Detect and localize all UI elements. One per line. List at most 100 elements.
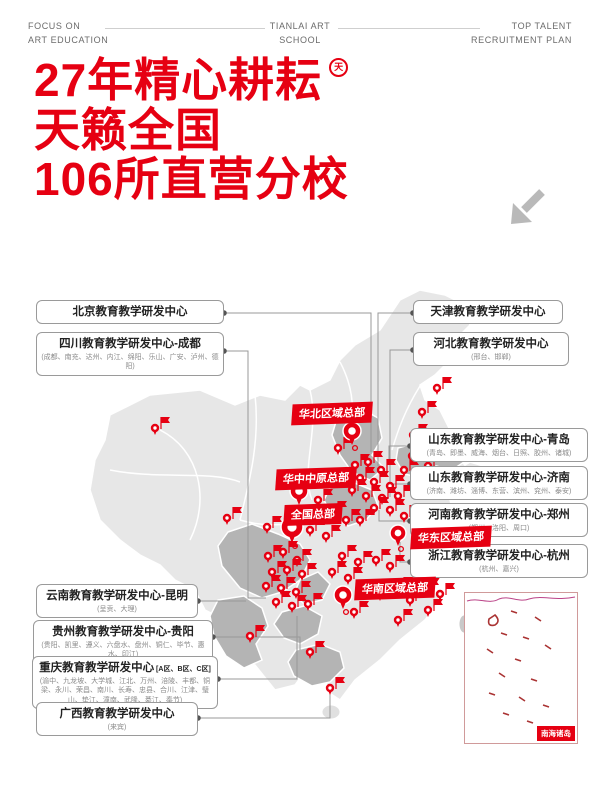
center-title: 重庆教育教学研发中心 [A区、B区、C区] xyxy=(39,662,211,674)
map-flag-icon xyxy=(303,593,323,611)
center-title: 广西教育教学研发中心 xyxy=(59,708,175,720)
center-title-suffix: [A区、B区、C区] xyxy=(154,666,211,673)
center-title: 浙江教育教学研发中心-杭州 xyxy=(428,550,570,562)
map-flag-icon xyxy=(325,677,345,695)
map-flag-icon xyxy=(261,575,281,593)
center-cities: (渝中、九龙坡、大学城、江北、万州、涪陵、丰都、铜梁、永川、荣昌、南川、长寿、忠… xyxy=(39,677,211,704)
title-line2: 天籁全国 xyxy=(34,103,222,156)
connector-line xyxy=(198,694,331,719)
header-right-line2: RECRUITMENT PLAN xyxy=(471,34,572,45)
map-flag-icon xyxy=(371,549,391,567)
map-flag-icon xyxy=(297,563,317,581)
center-title: 云南教育教学研发中心-昆明 xyxy=(46,590,188,602)
map-flag-icon xyxy=(355,509,375,527)
map-flag-icon xyxy=(341,509,361,527)
center-label-box: 云南教育教学研发中心-昆明 (呈贡、大理) xyxy=(36,584,198,619)
map-flag-icon xyxy=(327,561,347,579)
map-flag-icon xyxy=(423,599,443,617)
map-flag-icon xyxy=(222,507,242,525)
center-label-box: 天津教育教学研发中心 xyxy=(413,300,563,324)
region-badge: 全国总部 xyxy=(283,502,343,527)
connector-line xyxy=(377,312,413,466)
map-flag-icon xyxy=(262,516,282,534)
map-flag-icon xyxy=(393,609,413,627)
header-divider-left xyxy=(105,28,265,29)
center-cities: (邢台、邯郸) xyxy=(471,353,511,361)
map-flag-icon xyxy=(417,401,437,419)
inset-islands xyxy=(466,596,576,724)
map-flag-icon xyxy=(363,451,383,469)
connector-line xyxy=(218,616,298,680)
map-flag-icon xyxy=(245,625,265,643)
center-label-box: 重庆教育教学研发中心 [A区、B区、C区] (渝中、九龙坡、大学城、江北、万州、涪… xyxy=(32,656,218,710)
map-flag-icon xyxy=(435,583,455,601)
center-label-box: 北京教育教学研发中心 xyxy=(36,300,224,324)
map-flag-icon xyxy=(267,561,287,579)
header-center-line1: TIANLAI ART xyxy=(269,21,331,31)
center-title: 山东教育教学研发中心-济南 xyxy=(428,472,570,484)
map-flag-icon xyxy=(321,525,341,543)
inset-label: 南海诸岛 xyxy=(537,726,575,741)
center-title: 河北教育教学研发中心 xyxy=(433,338,549,350)
connector-line xyxy=(378,510,410,522)
connector-line xyxy=(399,542,410,563)
map-flag-icon xyxy=(361,485,381,503)
center-label-box: 四川教育教学研发中心-成都 (成都、南充、达州、内江、绵阳、乐山、广安、泸州、德阳… xyxy=(36,332,224,376)
connector-line xyxy=(224,350,266,599)
center-title: 北京教育教学研发中心 xyxy=(72,306,188,318)
center-label-box: 广西教育教学研发中心 (来宾) xyxy=(36,702,198,737)
region-badge: 华中中原总部 xyxy=(275,466,357,491)
center-cities: (济南、潍坊、淄博、东营、滨州、兖州、泰安) xyxy=(426,487,572,495)
map-flag-icon xyxy=(276,577,296,595)
map-flag-icon xyxy=(271,591,291,609)
title-line3: 106所直营分校 xyxy=(34,153,349,206)
map-flag-icon xyxy=(343,567,363,585)
header-right-line1: TOP TALENT xyxy=(511,21,572,31)
center-cities: (呈贡、大理) xyxy=(97,605,137,613)
province-yunnan xyxy=(209,595,269,669)
map-pin-icon xyxy=(333,585,353,616)
south-sea-inset-map: 南海诸岛 xyxy=(464,592,578,744)
center-title: 山东教育教学研发中心-青岛 xyxy=(428,434,570,446)
map-flag-icon xyxy=(282,559,302,577)
center-title: 河南教育教学研发中心-郑州 xyxy=(428,509,570,521)
center-title: 四川教育教学研发中心-成都 xyxy=(59,338,201,350)
header-right: TOP TALENT RECRUITMENT PLAN xyxy=(471,20,572,47)
center-cities: (青岛、即墨、威海、烟台、日照、胶州、诸城) xyxy=(426,449,572,457)
arrow-down-left-icon xyxy=(511,189,545,224)
province-guangxi xyxy=(287,643,345,687)
map-flag-icon xyxy=(349,601,369,619)
center-label-box: 山东教育教学研发中心-青岛 (青岛、即墨、威海、烟台、日照、胶州、诸城) xyxy=(410,428,588,463)
region-badge: 华南区域总部 xyxy=(354,576,436,601)
center-title: 贵州教育教学研发中心-贵阳 xyxy=(52,626,194,638)
header-center-line2: SCHOOL xyxy=(279,34,321,45)
map-flag-icon xyxy=(278,541,298,559)
trademark-icon: 天 xyxy=(329,58,349,77)
center-title: 天津教育教学研发中心 xyxy=(430,306,546,318)
connector-line xyxy=(213,636,301,650)
header-left-line2: ART EDUCATION xyxy=(28,34,109,45)
map-flag-icon xyxy=(291,581,311,599)
title-line1: 27年精心耕耘天 xyxy=(34,55,349,106)
map-flag-icon xyxy=(353,551,373,569)
center-label-box: 浙江教育教学研发中心-杭州 (杭州、嘉兴) xyxy=(410,544,588,579)
map-flag-icon xyxy=(385,555,405,573)
header-divider-right xyxy=(338,28,480,29)
header-left-line1: FOCUS ON xyxy=(28,21,81,31)
map-flag-icon xyxy=(305,641,325,659)
center-cities: (郑州、洛阳、周口) xyxy=(468,524,530,532)
region-badge: 华北区域总部 xyxy=(291,401,373,426)
center-cities: (成都、南充、达州、内江、绵阳、乐山、广安、泸州、德阳) xyxy=(41,353,219,371)
map-flag-icon xyxy=(432,377,452,395)
map-flag-icon xyxy=(150,417,170,435)
map-pin-icon xyxy=(389,524,407,553)
map-flag-icon xyxy=(287,595,307,613)
center-label-box: 山东教育教学研发中心-济南 (济南、潍坊、淄博、东营、滨州、兖州、泰安) xyxy=(410,466,588,501)
header-center: TIANLAI ART SCHOOL xyxy=(0,20,600,47)
connector-line xyxy=(389,349,413,497)
map-flag-icon xyxy=(385,499,405,517)
map-flag-icon xyxy=(337,545,357,563)
page-title: 27年精心耕耘天 天籁全国 106所直营分校 xyxy=(34,55,349,206)
center-label-box: 河北教育教学研发中心 (邢台、邯郸) xyxy=(413,332,569,367)
